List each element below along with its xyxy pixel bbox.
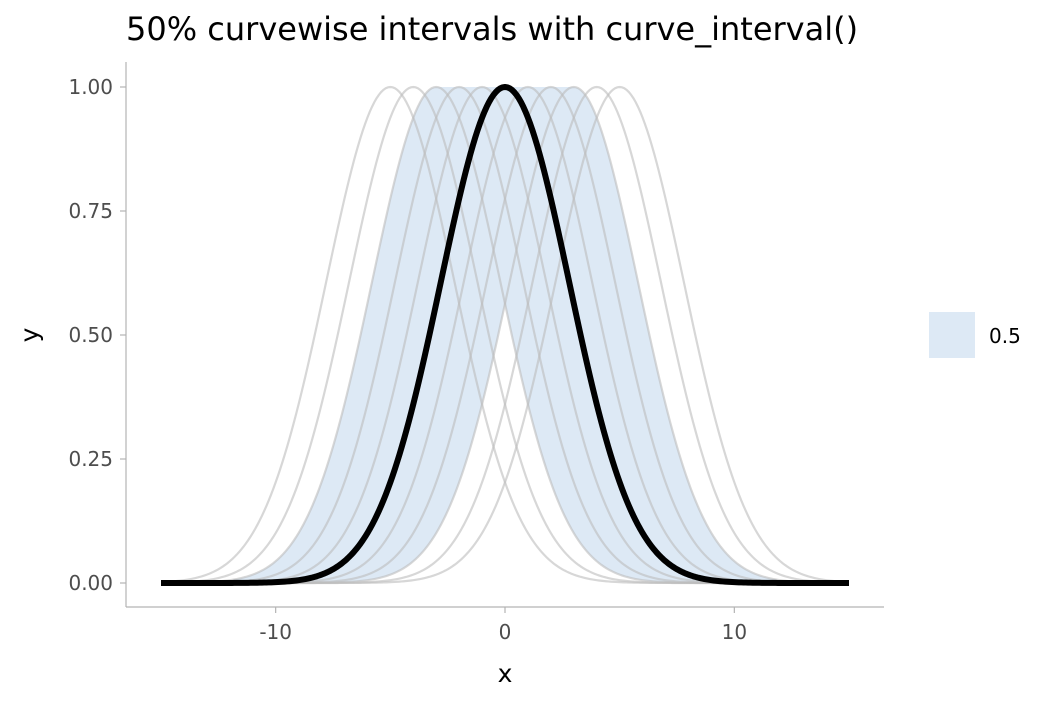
y-tick-label-3: 0.75	[68, 199, 113, 223]
legend: 0.5	[929, 312, 1021, 358]
y-axis-title: y	[15, 327, 44, 342]
y-tick-label-4: 1.00	[68, 75, 113, 99]
x-tick-label-2: 10	[722, 620, 747, 644]
y-axis-ticks: 0.00 0.25 0.50 0.75 1.00	[68, 75, 126, 595]
y-tick-label-0: 0.00	[68, 571, 113, 595]
y-tick-label-2: 0.50	[68, 323, 113, 347]
x-axis-title: x	[498, 659, 513, 688]
median-curve-layer	[160, 84, 850, 586]
x-tick-label-0: -10	[259, 620, 292, 644]
y-tick-label-1: 0.25	[68, 447, 113, 471]
chart-title: 50% curvewise intervals with curve_inter…	[126, 10, 858, 48]
interval-band	[161, 87, 849, 583]
median-curve	[160, 84, 850, 586]
x-axis-ticks: -10 0 10	[259, 607, 747, 644]
x-tick-label-1: 0	[499, 620, 512, 644]
legend-label-0: 0.5	[989, 324, 1021, 348]
legend-swatch-0	[929, 312, 975, 358]
interval-band-layer	[161, 87, 849, 583]
